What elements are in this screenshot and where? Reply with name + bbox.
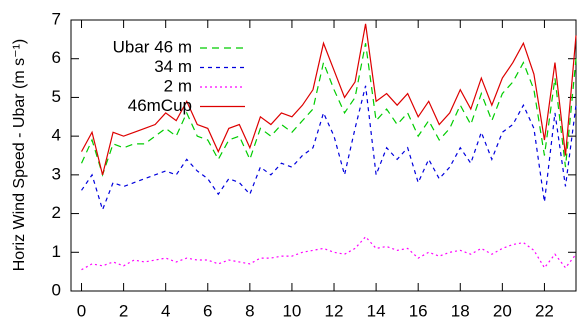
y-tick-label: 5 — [52, 87, 61, 106]
x-tick-label: 16 — [409, 301, 428, 320]
legend-label: 2 m — [164, 76, 192, 95]
y-tick-label: 6 — [52, 48, 61, 67]
series-line — [81, 85, 577, 212]
x-tick-label: 8 — [245, 301, 254, 320]
x-tick-label: 0 — [77, 301, 86, 320]
y-tick-label: 4 — [52, 126, 61, 145]
series-line — [80, 23, 577, 176]
series-line — [80, 43, 577, 177]
x-tick-label: 4 — [161, 301, 170, 320]
x-tick-label: 6 — [203, 301, 212, 320]
y-tick-label: 2 — [52, 203, 61, 222]
x-tick-label: 18 — [451, 301, 470, 320]
y-tick-label: 0 — [52, 280, 61, 299]
legend-label: Ubar 46 m — [113, 37, 192, 56]
y-axis-label: Horiz Wind Speed - Ubar (m s⁻¹) — [11, 39, 28, 272]
x-tick-label: 14 — [367, 301, 386, 320]
x-tick-label: 12 — [325, 301, 344, 320]
series-line — [81, 235, 577, 271]
x-tick-label: 10 — [282, 301, 301, 320]
y-tick-label: 7 — [52, 9, 61, 28]
y-tick-label: 3 — [52, 164, 61, 183]
x-tick-label: 20 — [493, 301, 512, 320]
plot-frame — [70, 19, 577, 292]
legend-label: 34 m — [154, 57, 192, 76]
x-tick-label: 2 — [119, 301, 128, 320]
x-tick-label: 22 — [535, 301, 554, 320]
y-tick-label: 1 — [52, 242, 61, 261]
legend-label: 46mCup — [128, 96, 192, 115]
